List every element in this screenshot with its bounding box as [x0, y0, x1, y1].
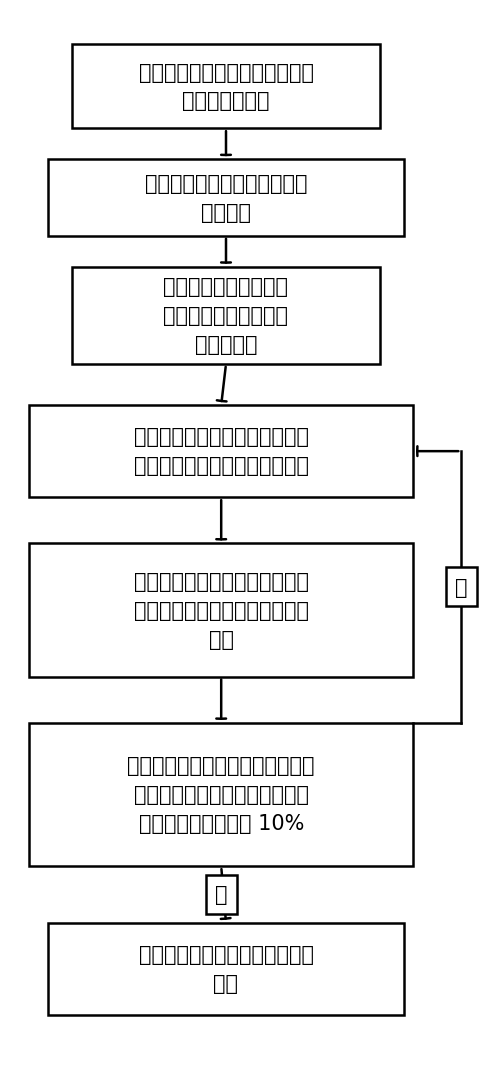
FancyBboxPatch shape	[29, 723, 413, 866]
FancyBboxPatch shape	[72, 267, 380, 365]
Text: 对飞机结构件受力分析并简化外
力，根据简化的外力研制试验台: 对飞机结构件受力分析并简化外 力，根据简化的外力研制试验台	[134, 427, 308, 476]
FancyBboxPatch shape	[446, 568, 477, 607]
Text: 加载一个起落的载荷谱，比较此载
荷谱应变值和飞机上实测应变谱
的相对误差是否小于 10%: 加载一个起落的载荷谱，比较此载 荷谱应变值和飞机上实测应变谱 的相对误差是否小于…	[128, 755, 315, 833]
FancyBboxPatch shape	[48, 923, 404, 1015]
FancyBboxPatch shape	[206, 875, 237, 914]
Text: 记录各应变片和应变花
的实测谱，并滤波得到
试验应变谱: 记录各应变片和应变花 的实测谱，并滤波得到 试验应变谱	[164, 277, 288, 354]
FancyBboxPatch shape	[48, 160, 404, 237]
Text: 否: 否	[455, 577, 468, 598]
Text: 使用该多向外力载荷谱进行疲劳
试验: 使用该多向外力载荷谱进行疲劳 试验	[138, 944, 314, 993]
FancyBboxPatch shape	[72, 45, 380, 129]
FancyBboxPatch shape	[29, 544, 413, 676]
FancyBboxPatch shape	[29, 405, 413, 497]
Text: 使用有限元优化计算将实测的应
变谱转化到试验台的多向外力载
荷谱: 使用有限元优化计算将实测的应 变谱转化到试验台的多向外力载 荷谱	[134, 572, 308, 649]
Text: 在应力集中部位或部位周围粘
贴应变片: 在应力集中部位或部位周围粘 贴应变片	[145, 174, 307, 222]
Text: 是: 是	[215, 885, 228, 905]
Text: 使用有限元模拟计算得到结构件
的应力集中部位: 使用有限元模拟计算得到结构件 的应力集中部位	[138, 63, 314, 111]
